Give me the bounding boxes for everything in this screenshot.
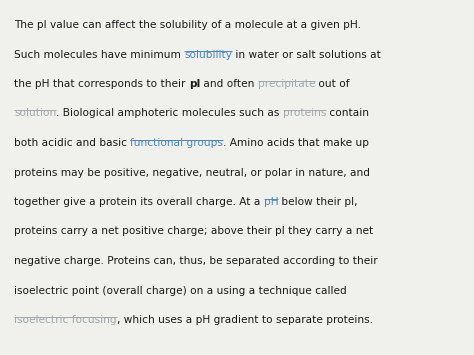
Text: both acidic and basic: both acidic and basic (14, 138, 130, 148)
Text: and often: and often (200, 79, 258, 89)
Text: isoelectric point (overall charge) on a using a technique called: isoelectric point (overall charge) on a … (14, 285, 347, 295)
Text: . Amino acids that make up: . Amino acids that make up (223, 138, 369, 148)
Text: in water or salt solutions at: in water or salt solutions at (232, 49, 381, 60)
Text: functional groups: functional groups (130, 138, 223, 148)
Text: proteins: proteins (283, 109, 327, 119)
Text: Such molecules have minimum: Such molecules have minimum (14, 49, 184, 60)
Text: negative charge. Proteins can, thus, be separated according to their: negative charge. Proteins can, thus, be … (14, 256, 378, 266)
Text: contain: contain (327, 109, 369, 119)
Text: pI: pI (189, 79, 200, 89)
Text: solution: solution (14, 109, 56, 119)
Text: . Biological amphoteric molecules such as: . Biological amphoteric molecules such a… (56, 109, 283, 119)
Text: the pH that corresponds to their: the pH that corresponds to their (14, 79, 189, 89)
Text: isoelectric focusing: isoelectric focusing (14, 315, 117, 325)
Text: proteins carry a net positive charge; above their pI they carry a net: proteins carry a net positive charge; ab… (14, 226, 373, 236)
Text: solubility: solubility (184, 49, 232, 60)
Text: pH: pH (264, 197, 278, 207)
Text: out of: out of (315, 79, 350, 89)
Text: proteins may be positive, negative, neutral, or polar in nature, and: proteins may be positive, negative, neut… (14, 168, 370, 178)
Text: precipitate: precipitate (258, 79, 315, 89)
Text: , which uses a pH gradient to separate proteins.: , which uses a pH gradient to separate p… (117, 315, 373, 325)
Text: The pI value can affect the solubility of a molecule at a given pH.: The pI value can affect the solubility o… (14, 20, 361, 30)
Text: below their pI,: below their pI, (278, 197, 358, 207)
Text: together give a protein its overall charge. At a: together give a protein its overall char… (14, 197, 264, 207)
